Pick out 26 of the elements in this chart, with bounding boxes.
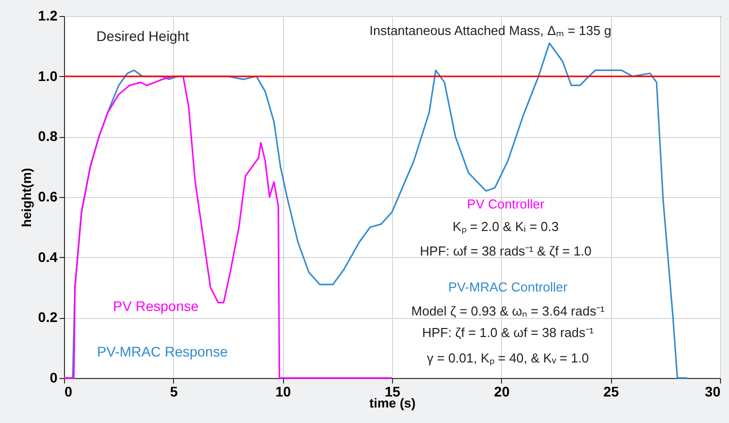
y-tick-label: 0.4	[38, 248, 58, 265]
x-tick-label: 25	[603, 384, 620, 400]
annotation: PV-MRAC Controller	[448, 280, 568, 294]
x-tick-label: 0	[64, 384, 72, 400]
line-series	[63, 76, 393, 379]
series-label: PV-MRAC Response	[97, 343, 228, 360]
annotation: HPF: ζf = 1.0 & ωf = 38 rads⁻¹	[422, 324, 594, 340]
x-tick-label: 10	[275, 384, 292, 400]
x-tick-label: 20	[494, 384, 510, 400]
y-tick-label: 0.2	[38, 309, 58, 326]
annotation: HPF: ωf = 38 rads⁻¹ & ζf = 1.0	[420, 243, 592, 258]
y-tick-label: 0.8	[38, 128, 58, 144]
y-tick-label: 0	[50, 370, 58, 386]
annotation: Model ζ = 0.93 & ωₙ = 3.64 rads⁻¹	[411, 304, 606, 319]
y-tick-label: 1.0	[38, 68, 58, 84]
y-axis-title: height(m)	[19, 168, 34, 228]
series-label: PV Response	[113, 298, 199, 314]
x-tick-label: 5	[170, 384, 178, 400]
y-tick-label: 0.6	[38, 188, 58, 204]
y-tick-label: 1.2	[38, 8, 58, 24]
annotation: Instantaneous Attached Mass, Δₘ = 135 g	[369, 23, 612, 38]
annotation: Kₚ = 2.0 & Kᵢ = 0.3	[452, 219, 559, 236]
ref-line-label: Desired Height	[96, 28, 190, 44]
x-tick-label: 30	[704, 384, 721, 400]
annotation: γ = 0.01, Kₚ = 40, & Kᵥ = 1.0	[426, 350, 589, 366]
annotation: PV Controller	[467, 196, 546, 212]
